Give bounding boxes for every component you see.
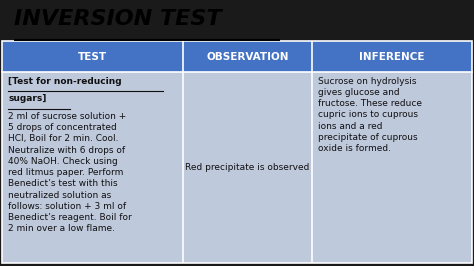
Text: Red precipitate is observed: Red precipitate is observed xyxy=(185,163,310,172)
Text: INVERSION TEST: INVERSION TEST xyxy=(14,9,222,29)
Bar xyxy=(2,72,472,263)
Text: Sucrose on hydrolysis
gives glucose and
fructose. These reduce
cupric ions to cu: Sucrose on hydrolysis gives glucose and … xyxy=(318,77,422,153)
Text: [Test for non-reducing: [Test for non-reducing xyxy=(8,77,122,86)
Text: sugars]: sugars] xyxy=(8,94,46,103)
Bar xyxy=(2,41,472,72)
Text: 2 ml of sucrose solution +
5 drops of concentrated
HCl, Boil for 2 min. Cool.
Ne: 2 ml of sucrose solution + 5 drops of co… xyxy=(8,112,132,233)
Text: OBSERVATION: OBSERVATION xyxy=(206,52,289,61)
Text: TEST: TEST xyxy=(78,52,107,61)
Text: INFERENCE: INFERENCE xyxy=(359,52,425,61)
Bar xyxy=(2,41,472,263)
